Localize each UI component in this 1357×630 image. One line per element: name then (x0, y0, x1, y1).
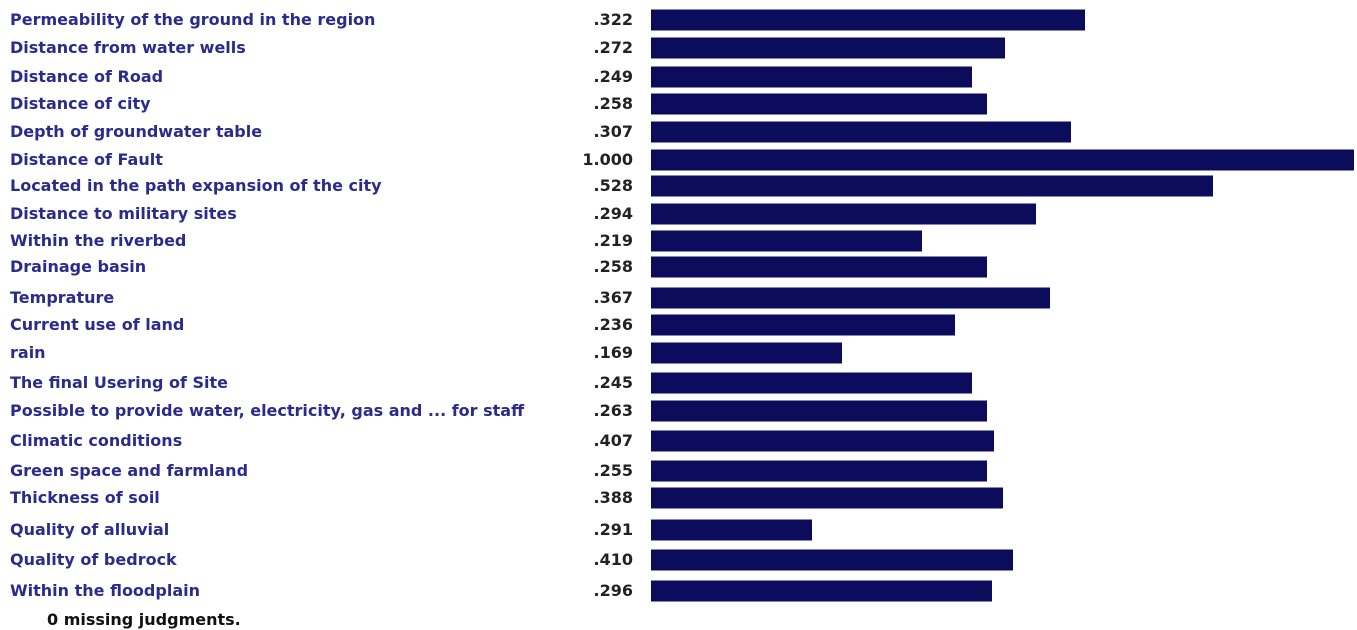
category-label: The final Usering of Site (10, 373, 229, 392)
category-label: Quality of alluvial (10, 520, 170, 539)
category-label: Quality of bedrock (10, 550, 177, 569)
bar (651, 372, 972, 394)
category-label: Thickness of soil (10, 488, 160, 507)
bar (651, 203, 1037, 225)
value-label: .236 (593, 315, 633, 334)
value-label: .258 (593, 257, 633, 276)
category-label: Possible to provide water, electricity, … (10, 401, 525, 420)
value-label: .245 (593, 373, 633, 392)
value-label: .219 (593, 231, 633, 250)
category-label: Distance of Road (10, 67, 164, 86)
category-label: Depth of groundwater table (10, 122, 263, 141)
bar (651, 549, 1014, 571)
bar (651, 314, 955, 336)
category-label: Climatic conditions (10, 431, 183, 450)
bar (651, 37, 1005, 59)
category-label: rain (10, 343, 46, 362)
bar (651, 487, 1003, 509)
value-label: .272 (593, 38, 633, 57)
value-label: .322 (593, 10, 633, 29)
value-label: .258 (593, 94, 633, 113)
category-label: Temprature (10, 288, 115, 307)
bar (651, 256, 988, 278)
category-label: Current use of land (10, 315, 185, 334)
value-label: .407 (593, 431, 633, 450)
value-label: .263 (593, 401, 633, 420)
value-label: .255 (593, 461, 633, 480)
bar (651, 121, 1071, 143)
bar (651, 460, 988, 482)
category-label: Within the floodplain (10, 581, 200, 600)
bar (651, 93, 988, 115)
bar (651, 149, 1354, 171)
missing-judgments-note: 0 missing judgments. (47, 610, 241, 629)
bar (651, 230, 923, 252)
category-label: Permeability of the ground in the region (10, 10, 376, 29)
bar (651, 9, 1086, 31)
bar (651, 287, 1051, 309)
value-label: .367 (593, 288, 633, 307)
value-label: .296 (593, 581, 633, 600)
bar (651, 580, 992, 602)
value-label: .388 (593, 488, 633, 507)
value-label: .249 (593, 67, 633, 86)
bar (651, 66, 972, 88)
value-label: .307 (593, 122, 633, 141)
category-label: Within the riverbed (10, 231, 187, 250)
bar (651, 430, 995, 452)
category-label: Distance of city (10, 94, 151, 113)
value-label: .294 (593, 204, 633, 223)
bar (651, 175, 1214, 197)
value-label: .410 (593, 550, 633, 569)
category-label: Distance to military sites (10, 204, 237, 223)
category-label: Distance of Fault (10, 150, 163, 169)
category-label: Located in the path expansion of the cit… (10, 176, 382, 195)
bar (651, 519, 812, 541)
bar (651, 400, 988, 422)
category-label: Drainage basin (10, 257, 147, 276)
bar (651, 342, 842, 364)
value-label: .291 (593, 520, 633, 539)
value-label: .169 (593, 343, 633, 362)
category-label: Distance from water wells (10, 38, 246, 57)
category-label: Green space and farmland (10, 461, 249, 480)
value-label: .528 (593, 176, 633, 195)
value-label: 1.000 (582, 150, 633, 169)
